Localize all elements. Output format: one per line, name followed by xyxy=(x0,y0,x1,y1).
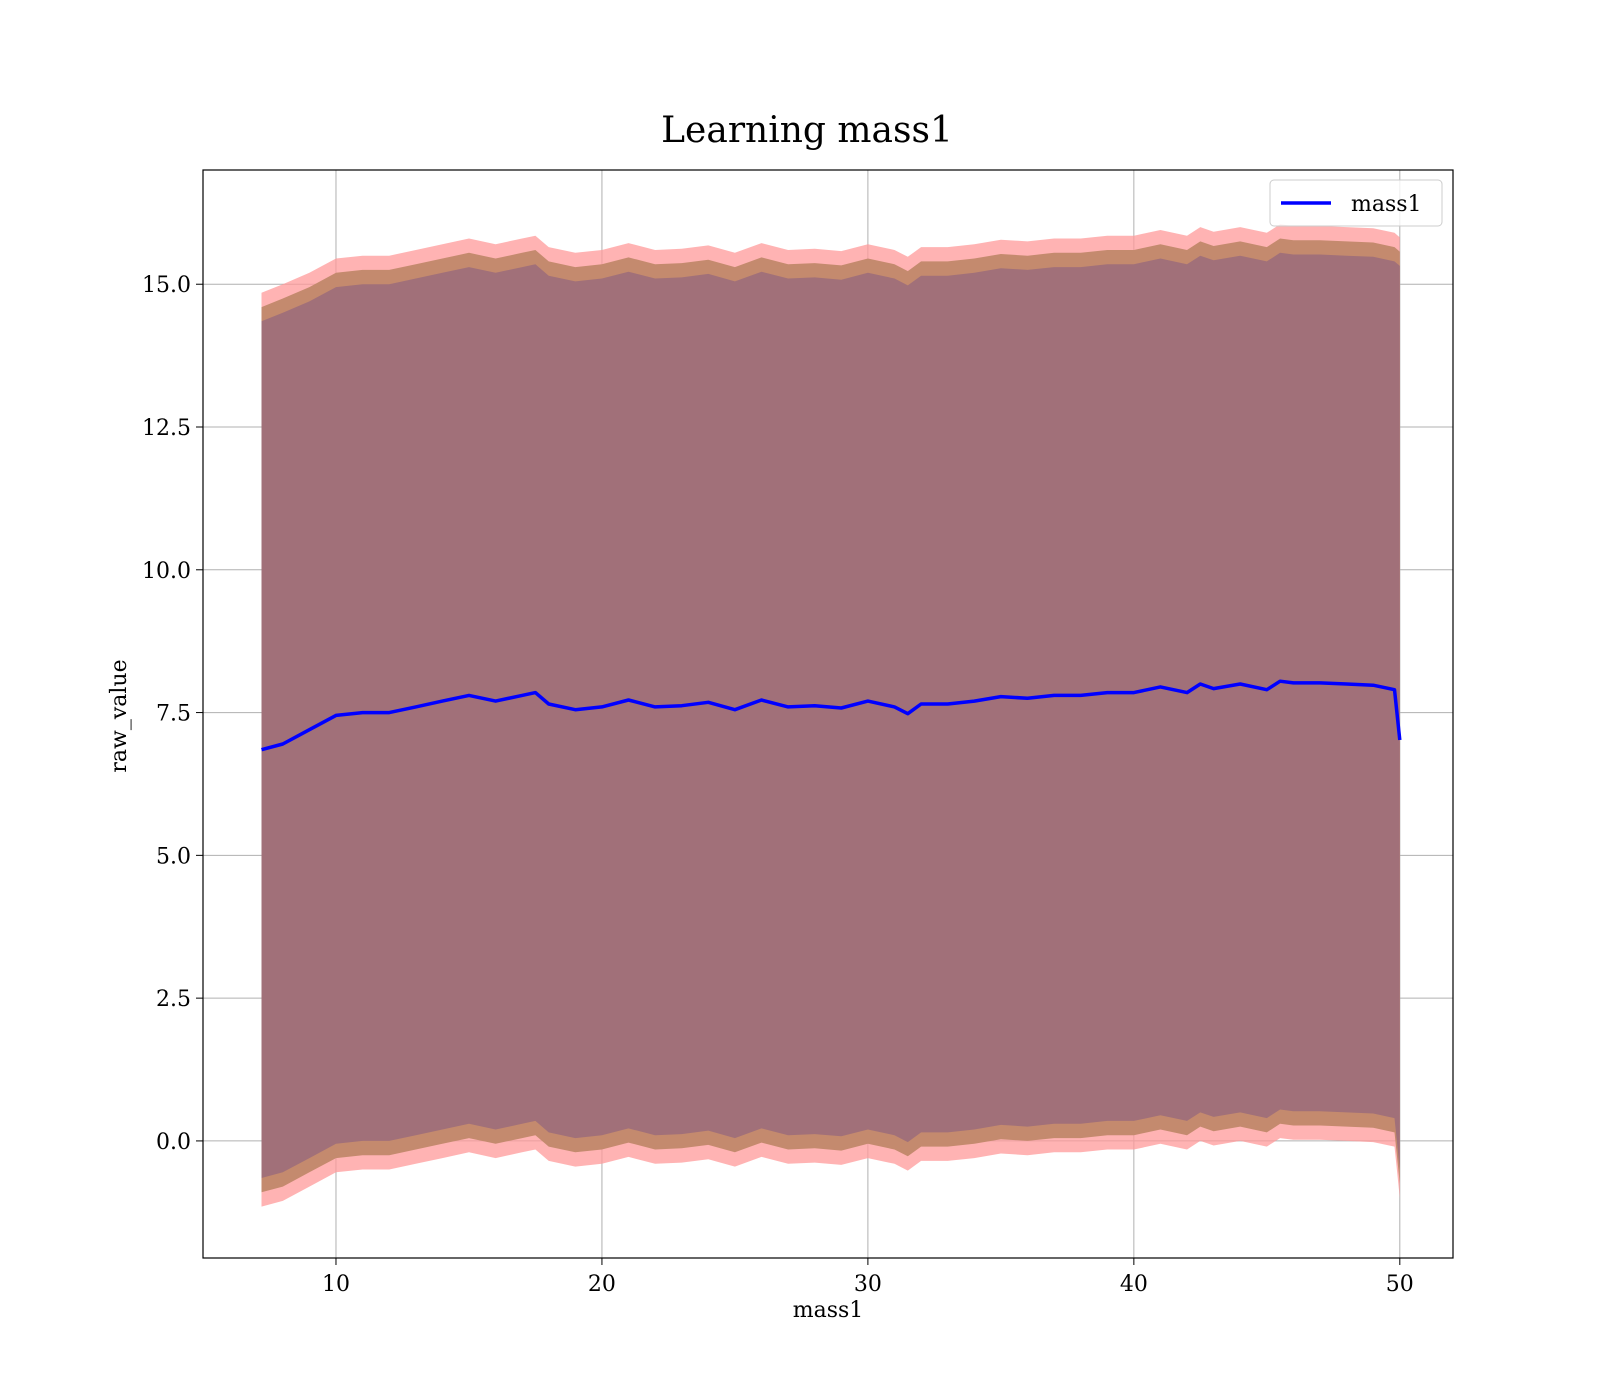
y-tick-label: 2.5 xyxy=(156,987,191,1012)
bands xyxy=(261,224,1400,1207)
x-axis-label: mass1 xyxy=(793,1298,864,1323)
y-tick-label: 5.0 xyxy=(156,844,191,869)
legend-box xyxy=(1269,179,1443,227)
x-tick-label: 30 xyxy=(854,1272,882,1297)
series-line-mass1 xyxy=(261,679,1402,752)
ticks: 10 20 30 40 50 0.0 2.5 5.0 7.5 10.0 12.5 15.0 xyxy=(142,273,1414,1297)
y-tick-label: 10.0 xyxy=(142,559,191,584)
y-tick-label: 12.5 xyxy=(142,416,191,441)
x-tick-label: 40 xyxy=(1120,1272,1148,1297)
legend: mass1 xyxy=(1269,179,1443,227)
legend-label-mass1: mass1 xyxy=(1351,192,1422,217)
y-tick-label: 7.5 xyxy=(156,702,191,727)
x-tick-label: 20 xyxy=(588,1272,616,1297)
x-tick-label: 10 xyxy=(322,1272,350,1297)
series-lines xyxy=(261,679,1402,752)
x-tick-label: 50 xyxy=(1386,1272,1414,1297)
plot-frame xyxy=(202,169,1454,1259)
chart-title: Learning mass1 xyxy=(661,110,953,151)
y-tick-label: 0.0 xyxy=(156,1130,191,1155)
y-axis-label: raw_value xyxy=(107,659,132,772)
y-tick-label: 15.0 xyxy=(142,273,191,298)
band-inner xyxy=(261,252,1400,1179)
